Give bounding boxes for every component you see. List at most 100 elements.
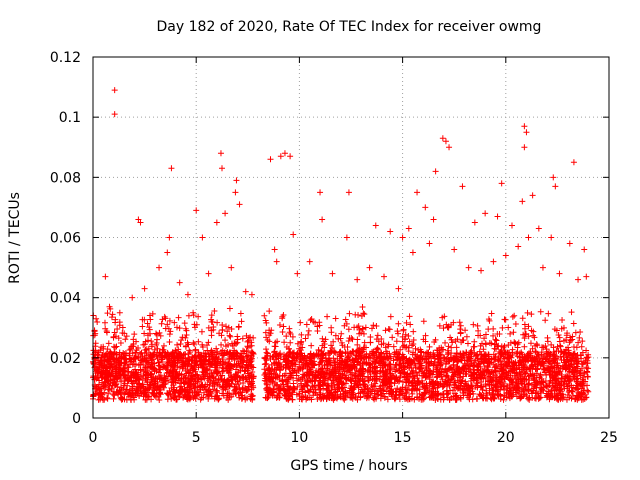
scatter-point <box>510 366 517 373</box>
scatter-point <box>389 372 396 379</box>
scatter-point <box>191 341 198 348</box>
scatter-point <box>546 396 553 403</box>
scatter-point <box>101 319 108 326</box>
scatter-point <box>511 312 518 319</box>
scatter-point <box>277 153 284 160</box>
scatter-point <box>267 353 274 360</box>
scatter-point <box>248 386 255 393</box>
scatter-point <box>562 373 569 380</box>
scatter-point <box>142 364 149 371</box>
scatter-point <box>98 369 105 376</box>
scatter-point <box>461 357 468 364</box>
scatter-point <box>570 392 577 399</box>
scatter-point <box>222 323 229 330</box>
scatter-point <box>121 391 128 398</box>
scatter-point <box>464 340 471 347</box>
scatter-point <box>524 357 531 364</box>
scatter-point <box>460 373 467 380</box>
x-tick-label: 10 <box>290 430 308 446</box>
scatter-point <box>203 356 210 363</box>
scatter-point <box>248 361 255 368</box>
scatter-point <box>177 340 184 347</box>
scatter-point <box>513 362 520 369</box>
scatter-point <box>263 394 270 401</box>
scatter-point <box>279 377 286 384</box>
scatter-point <box>216 350 223 357</box>
scatter-point <box>317 189 324 196</box>
scatter-point <box>535 395 542 402</box>
scatter-point <box>115 389 122 396</box>
scatter-point <box>471 375 478 382</box>
scatter-point <box>181 372 188 379</box>
scatter-point <box>576 381 583 388</box>
scatter-point <box>480 346 487 353</box>
scatter-point <box>336 372 343 379</box>
scatter-point <box>226 349 233 356</box>
scatter-point <box>417 346 424 353</box>
scatter-point <box>556 334 563 341</box>
scatter-point <box>474 322 481 329</box>
scatter-point <box>158 355 165 362</box>
scatter-point <box>200 372 207 379</box>
x-tick-label: 20 <box>497 430 515 446</box>
scatter-point <box>528 362 535 369</box>
scatter-point <box>500 353 507 360</box>
scatter-point <box>501 343 508 350</box>
scatter-point <box>402 384 409 391</box>
scatter-point <box>312 352 319 359</box>
scatter-point <box>355 352 362 359</box>
scatter-point <box>353 373 360 380</box>
scatter-point <box>226 332 233 339</box>
scatter-point <box>542 377 549 384</box>
y-axis-label: ROTI / TECUs <box>7 192 23 284</box>
scatter-point <box>442 138 449 145</box>
scatter-point <box>396 367 403 374</box>
scatter-point <box>460 392 467 399</box>
scatter-point <box>129 380 136 387</box>
scatter-point <box>111 87 118 94</box>
scatter-point <box>214 319 221 326</box>
scatter-point <box>283 351 290 358</box>
scatter-point <box>484 378 491 385</box>
scatter-point <box>569 336 576 343</box>
scatter-point <box>213 370 220 377</box>
scatter-point <box>570 159 577 166</box>
scatter-point <box>236 394 243 401</box>
scatter-point <box>211 307 218 314</box>
scatter-point <box>432 396 439 403</box>
scatter-point <box>382 362 389 369</box>
scatter-point <box>354 276 361 283</box>
scatter-point <box>471 219 478 226</box>
scatter-point <box>409 390 416 397</box>
scatter-point <box>141 316 148 323</box>
scatter-point <box>133 349 140 356</box>
scatter-point <box>490 395 497 402</box>
scatter-point <box>371 373 378 380</box>
scatter-point <box>273 258 280 265</box>
scatter-point <box>194 379 201 386</box>
scatter-point <box>346 310 353 317</box>
scatter-point <box>213 219 220 226</box>
scatter-point <box>506 387 513 394</box>
scatter-point <box>219 390 226 397</box>
scatter-point <box>367 355 374 362</box>
scatter-point <box>393 391 400 398</box>
scatter-point <box>291 368 298 375</box>
scatter-point <box>570 343 577 350</box>
scatter-point <box>363 390 370 397</box>
scatter-point <box>355 390 362 397</box>
scatter-point <box>263 385 270 392</box>
scatter-point <box>290 383 297 390</box>
scatter-point <box>366 387 373 394</box>
scatter-point <box>361 359 368 366</box>
scatter-point <box>159 382 166 389</box>
scatter-point <box>482 382 489 389</box>
scatter-point <box>135 216 142 223</box>
scatter-point <box>133 346 140 353</box>
scatter-point <box>121 355 128 362</box>
scatter-point <box>477 342 484 349</box>
scatter-point <box>514 344 521 351</box>
scatter-point <box>337 353 344 360</box>
scatter-point <box>214 381 221 388</box>
scatter-point <box>404 360 411 367</box>
